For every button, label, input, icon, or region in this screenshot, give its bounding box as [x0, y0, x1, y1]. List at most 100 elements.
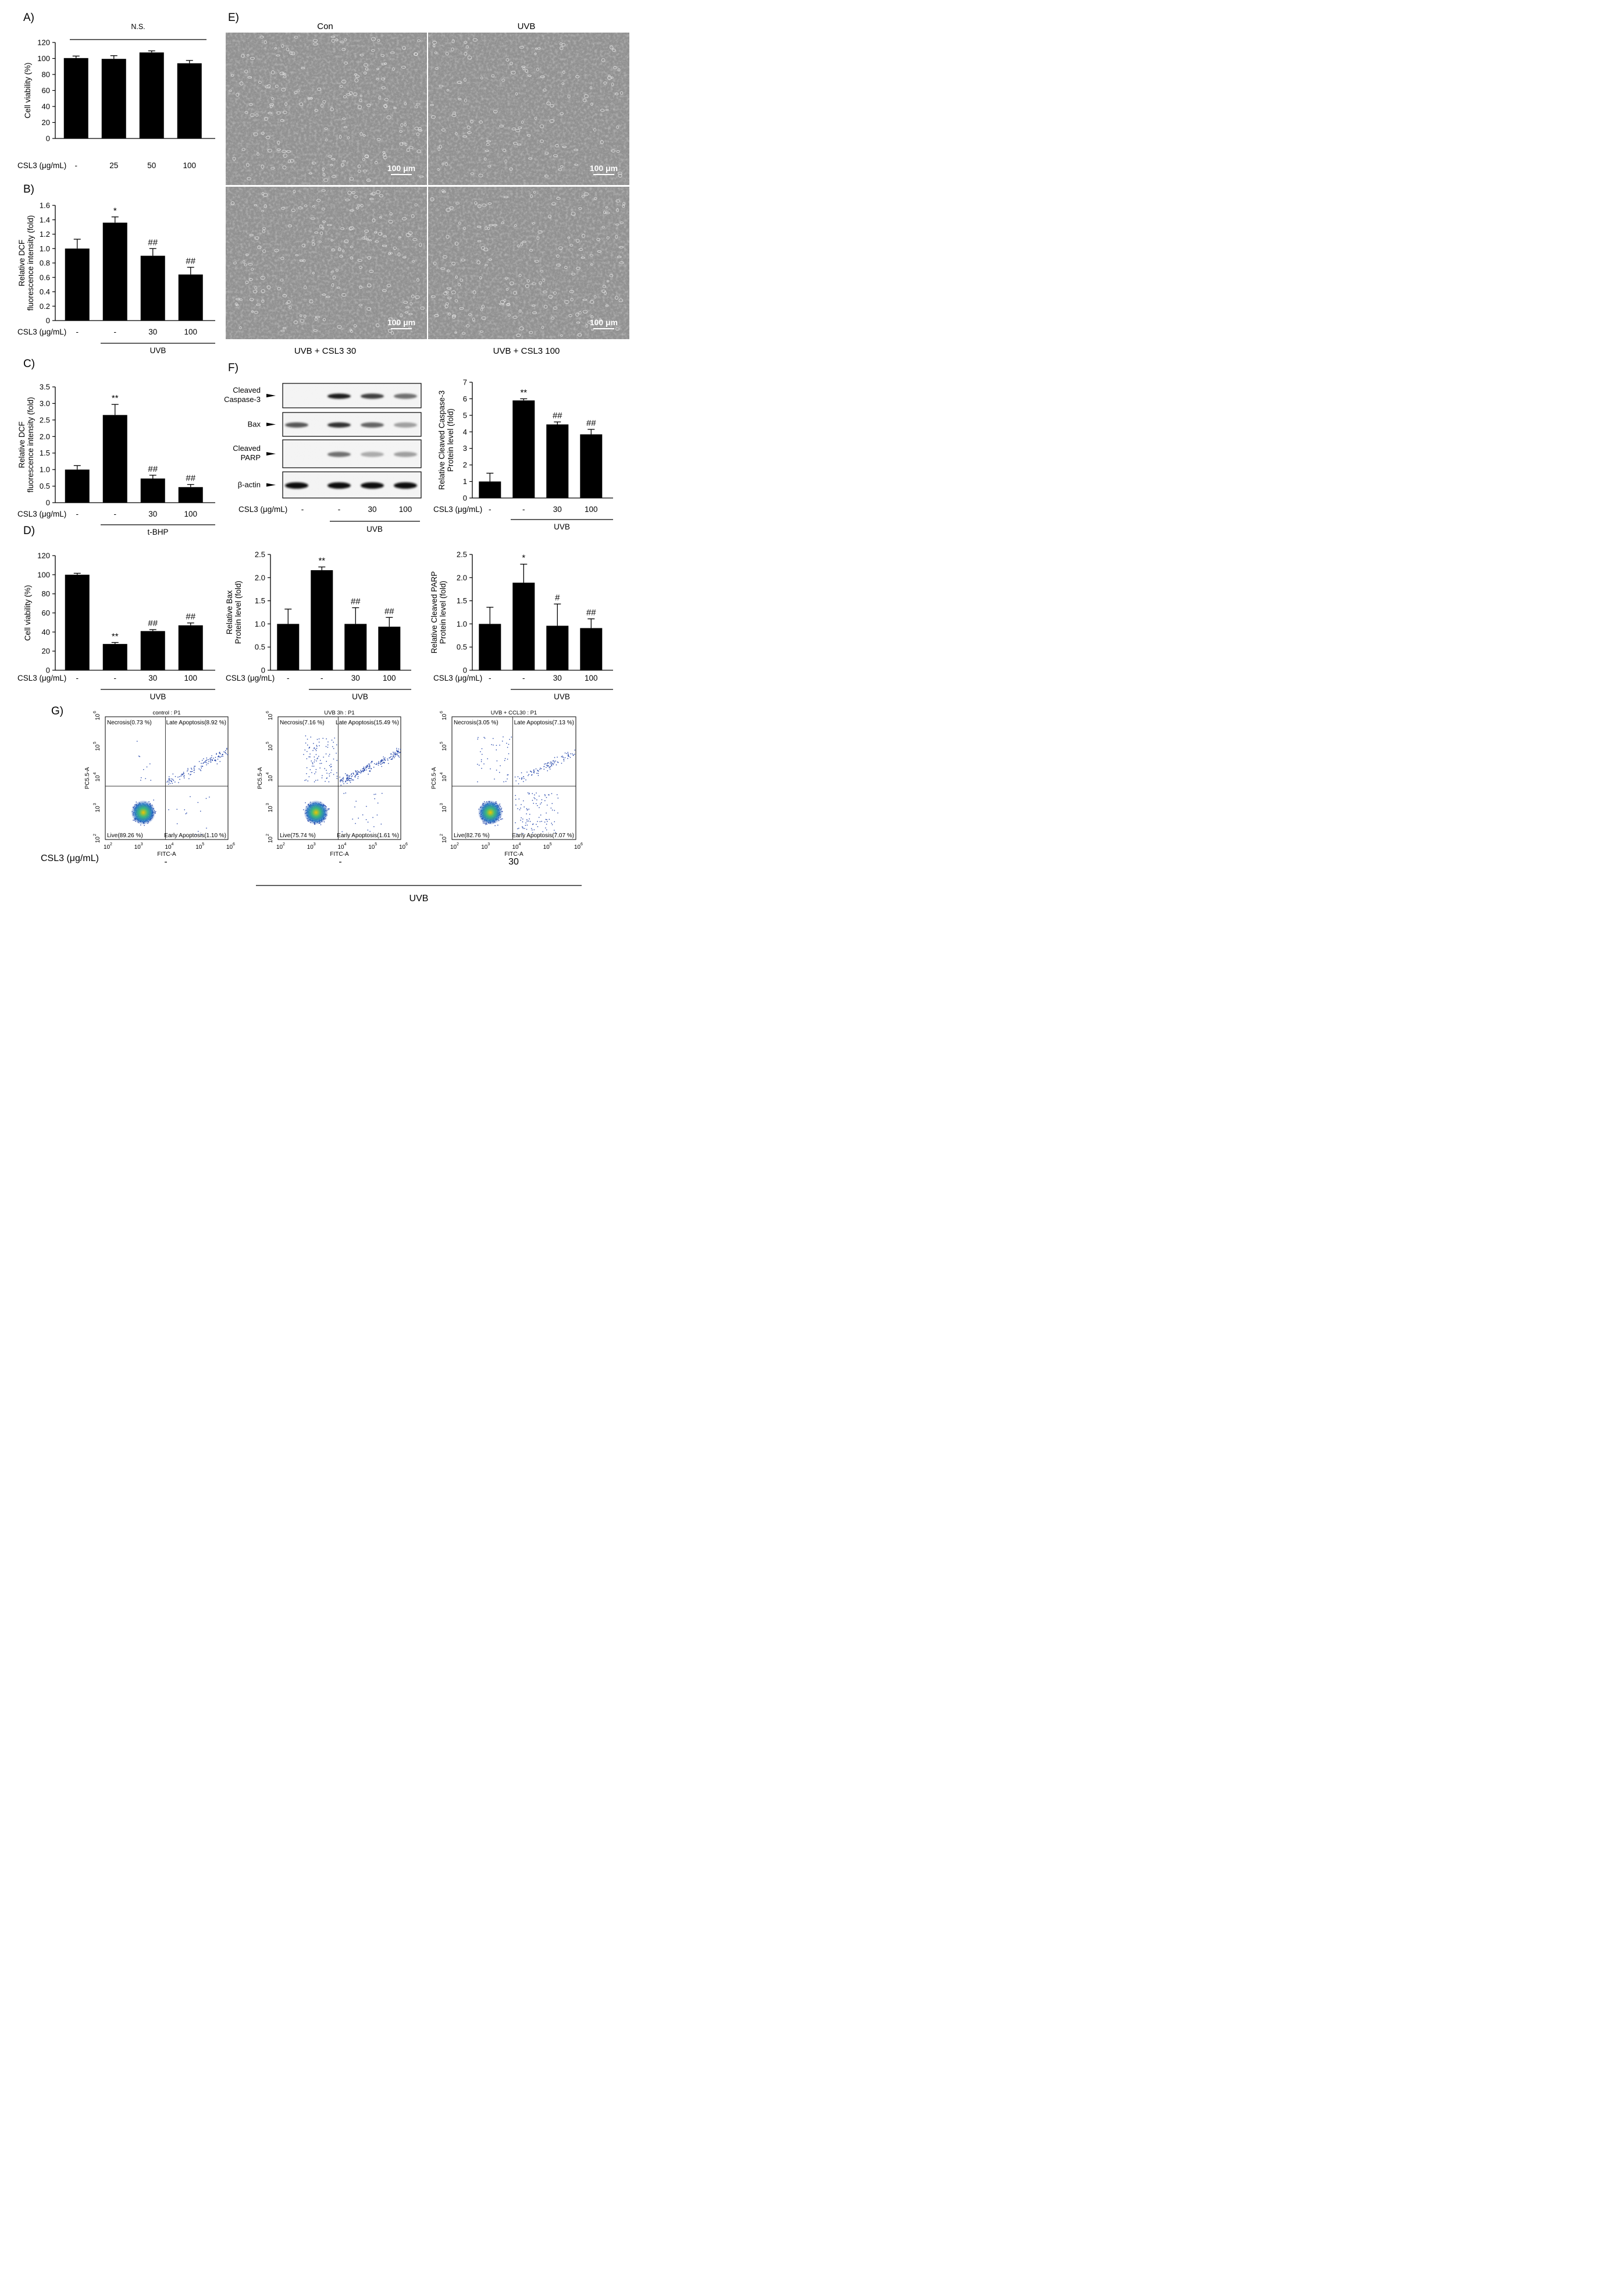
panel-b-dcf-uvb-chart: B) 0 0.2 0.4 0.6 0.8 1.0 1.2 1.4 1.6 Relative DCF f…: [17, 183, 215, 355]
y-axis-label: fluorescence intensity (fold): [26, 397, 35, 492]
bar: [512, 582, 535, 670]
bar: [546, 424, 569, 498]
bar: [344, 624, 367, 670]
y-tick-exponent: 3: [266, 803, 270, 805]
y-tick-exponent: 4: [93, 773, 97, 775]
figure-page: A) 0 20 40 60 80 100 120 Cell viability (%) -25 50…: [0, 0, 643, 908]
significance-marker: ##: [351, 597, 361, 607]
category-label: -: [320, 674, 323, 682]
cell-outlines: [230, 189, 425, 335]
blot-band: [394, 482, 417, 489]
significance-marker: ##: [186, 612, 195, 622]
y-tick-exponent: 3: [93, 803, 97, 805]
significance-marker: *: [113, 206, 117, 216]
bar: [102, 415, 127, 503]
flow-y-label: PC5.5-A: [431, 767, 437, 789]
x-tick-label: 10: [104, 844, 111, 851]
y-tick-label: 0.6: [40, 273, 50, 282]
flow-plot-title: control : P1: [152, 710, 180, 716]
blot-row-label: Cleaved: [233, 444, 261, 453]
category-label: -: [114, 328, 117, 336]
panel-e-micrographs: E) Con UVB UVB + CSL3 30 UVB + CSL3 100 …: [226, 12, 629, 356]
y-tick-label: 10: [95, 744, 101, 751]
y-tick-label: 10: [268, 836, 274, 843]
y-tick-label: 120: [37, 38, 50, 47]
category-label: -: [75, 161, 78, 170]
flow-condition-label: CSL3 (μg/mL): [41, 853, 99, 863]
y-tick-label: 10: [441, 775, 448, 782]
bar: [177, 63, 202, 138]
x-tick-label: 10: [543, 844, 550, 851]
y-tick-exponent: 5: [93, 742, 97, 744]
x-tick-exponent: 3: [487, 842, 490, 847]
bar: [65, 574, 90, 670]
flow-plot: UVB + CCL30 : P1 Necrosis(3.05 %) Late Apo…: [431, 710, 583, 867]
category-label: -: [287, 674, 290, 682]
micrograph-cells: [428, 187, 629, 339]
y-tick-exponent: 6: [266, 711, 270, 713]
bar: [178, 274, 203, 321]
y-tick-label: 2.0: [40, 432, 50, 441]
y-tick-label: 1.0: [457, 620, 467, 628]
category-label: 100: [184, 674, 197, 682]
category-label: -: [76, 328, 79, 336]
cell-outlines: [430, 189, 625, 337]
y-tick-label: 80: [42, 589, 50, 598]
panel-g-label: G): [51, 705, 63, 717]
bar: [140, 255, 165, 321]
y-axis-label: Cell viability (%): [23, 62, 32, 118]
bar: [178, 487, 203, 503]
y-tick-label: 2.0: [255, 573, 265, 582]
y-tick-label: 120: [37, 552, 50, 560]
y-tick-label: 0: [463, 666, 467, 675]
flow-y-label: PC5.5-A: [84, 767, 91, 789]
significance-marker: ##: [586, 418, 596, 428]
blot-band: [361, 482, 384, 489]
y-tick-label: 10: [441, 806, 448, 813]
x-tick-exponent: 6: [405, 842, 408, 847]
y-tick-label: 1.5: [40, 449, 50, 457]
panel-e-label: E): [228, 12, 239, 24]
condition-label: CSL3 (μg/mL): [433, 505, 482, 514]
flow-plot-frame: [277, 716, 401, 840]
category-label: 100: [585, 505, 598, 514]
category-label: 100: [183, 161, 196, 170]
blot-row-label: β-actin: [238, 481, 261, 489]
y-tick-label: 10: [95, 775, 101, 782]
flow-x-label: FITC-A: [504, 851, 523, 858]
y-tick-label: 40: [42, 102, 50, 111]
x-tick-label: 10: [399, 844, 406, 851]
necrosis-label: Necrosis(7.16 %): [280, 720, 325, 726]
y-tick-label: 100: [37, 570, 50, 579]
y-tick-label: 1.2: [40, 230, 50, 239]
bar: [546, 625, 569, 670]
y-tick-label: 0: [261, 666, 265, 675]
x-tick-label: 10: [307, 844, 314, 851]
blot-band: [327, 482, 351, 489]
x-tick-exponent: 3: [314, 842, 316, 847]
x-tick-exponent: 2: [457, 842, 459, 847]
x-tick-label: 10: [276, 844, 283, 851]
significance-marker: ##: [586, 608, 596, 618]
bar: [479, 481, 501, 498]
group-label: UVB: [150, 692, 166, 701]
cell-outlines: [430, 38, 624, 178]
y-tick-label: 2: [463, 461, 467, 470]
panel-d-viability-uvb-chart: D) 0 20 40 60 80 100 120 Cell viability (%) - ** - #…: [17, 525, 215, 701]
y-tick-label: 40: [42, 628, 50, 636]
y-tick-label: 7: [463, 378, 467, 387]
category-label: 100: [383, 674, 396, 682]
x-tick-label: 10: [450, 844, 457, 851]
panel-f-caspase3-chart: 0 1 2 3 4 5 6 7 Relative Cleaved Caspase-3 Protei…: [433, 378, 613, 531]
micrograph-title-uvb: UVB: [518, 22, 536, 31]
significance-marker: **: [318, 556, 325, 566]
significance-marker: *: [522, 553, 525, 563]
group-label: UVB: [554, 522, 570, 531]
bar: [277, 624, 300, 670]
micrograph-title-uvb-csl3-30: UVB + CSL3 30: [294, 346, 356, 356]
arrowhead-icon: [266, 394, 276, 397]
y-tick-exponent: 4: [440, 773, 444, 775]
significance-marker: **: [112, 393, 119, 403]
late-apoptosis-label: Late Apoptosis(15.49 %): [336, 720, 399, 726]
y-axis-label: fluorescence intensity (fold): [26, 215, 35, 311]
